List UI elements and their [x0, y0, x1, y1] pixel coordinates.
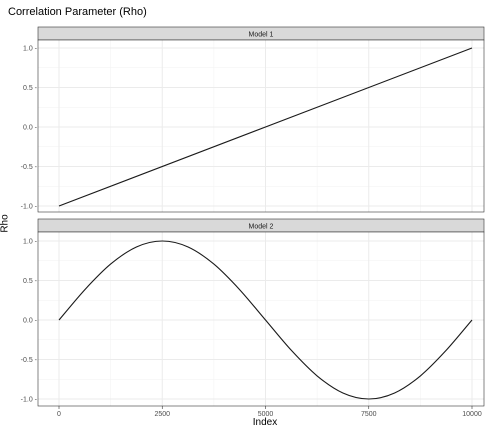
x-tick-label: 10000	[462, 411, 482, 418]
panel-background-1	[38, 40, 484, 212]
series-line-2	[58, 240, 473, 400]
panel-background-2	[38, 232, 484, 406]
y-tick-label: -0.5 -	[21, 164, 38, 171]
y-tick-label: 1.0 -	[23, 46, 38, 53]
x-tick-label: 7500	[361, 411, 377, 418]
panel-border-1	[37, 39, 485, 213]
y-tick-label: 0.5 -	[23, 85, 38, 92]
x-tick-label: 0	[57, 411, 61, 418]
x-tick-label: 2500	[154, 411, 170, 418]
y-tick-label: 0.0 -	[23, 318, 38, 325]
y-tick-label: 1.0 -	[23, 239, 38, 246]
panel-border-2	[37, 231, 485, 407]
x-tick-label: 5000	[258, 411, 274, 418]
y-tick-label: 0.0 -	[23, 125, 38, 132]
chart-title: Correlation Parameter (Rho)	[8, 6, 147, 18]
y-tick-label: -1.0 -	[21, 204, 38, 211]
series-line-1	[58, 47, 473, 207]
strip-label-1: Model 1	[249, 32, 274, 39]
y-tick-label: -0.5 -	[21, 357, 38, 364]
x-axis-label: Index	[252, 417, 278, 428]
strip-label-2: Model 2	[249, 224, 274, 231]
y-tick-label: -1.0 -	[21, 397, 38, 404]
y-tick-label: 0.5 -	[23, 278, 38, 285]
